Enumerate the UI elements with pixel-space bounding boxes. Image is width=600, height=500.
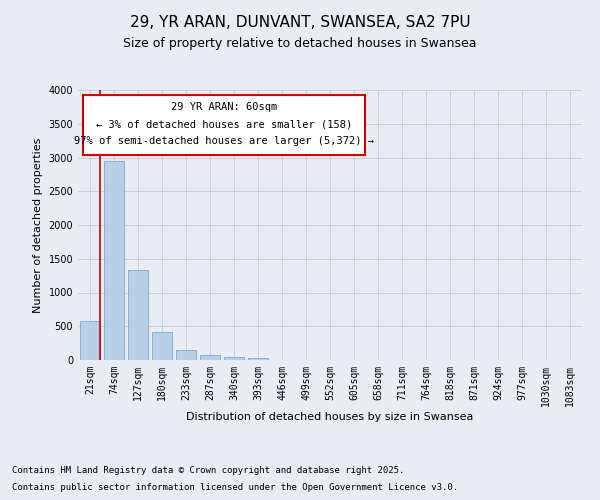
X-axis label: Distribution of detached houses by size in Swansea: Distribution of detached houses by size … — [187, 412, 473, 422]
Bar — [224, 356, 244, 360]
Y-axis label: Number of detached properties: Number of detached properties — [33, 138, 43, 312]
Text: Contains public sector information licensed under the Open Government Licence v3: Contains public sector information licen… — [12, 484, 458, 492]
Bar — [104, 161, 124, 360]
Bar — [200, 354, 220, 360]
Text: 97% of semi-detached houses are larger (5,372) →: 97% of semi-detached houses are larger (… — [74, 136, 374, 146]
Text: 29, YR ARAN, DUNVANT, SWANSEA, SA2 7PU: 29, YR ARAN, DUNVANT, SWANSEA, SA2 7PU — [130, 15, 470, 30]
Text: Contains HM Land Registry data © Crown copyright and database right 2025.: Contains HM Land Registry data © Crown c… — [12, 466, 404, 475]
Text: Size of property relative to detached houses in Swansea: Size of property relative to detached ho… — [123, 38, 477, 51]
FancyBboxPatch shape — [83, 96, 365, 155]
Text: 29 YR ARAN: 60sqm: 29 YR ARAN: 60sqm — [171, 102, 277, 112]
Bar — [176, 350, 196, 360]
Bar — [128, 270, 148, 360]
Bar — [248, 358, 268, 360]
Text: ← 3% of detached houses are smaller (158): ← 3% of detached houses are smaller (158… — [96, 119, 352, 129]
Bar — [152, 332, 172, 360]
Bar — [80, 321, 100, 360]
